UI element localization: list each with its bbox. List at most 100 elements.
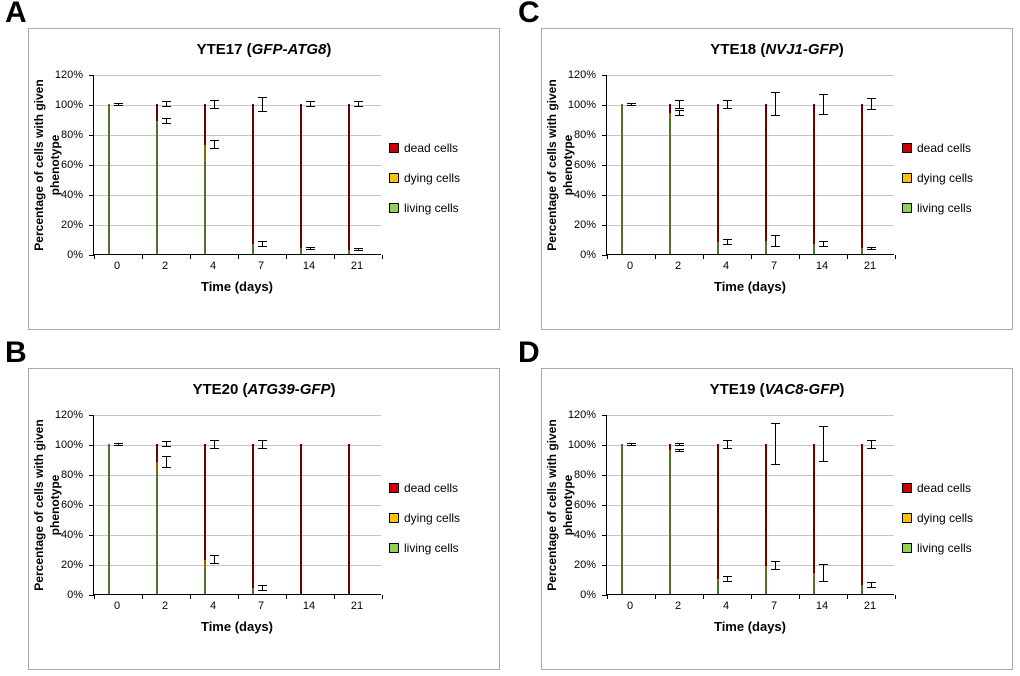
legend-item-dying-cells: dying cells <box>902 511 1012 525</box>
bar-segment-dying <box>861 247 863 250</box>
bar-segment-dead <box>765 444 767 566</box>
bar-segment-living <box>252 589 254 594</box>
y-tick-mark <box>602 134 607 136</box>
x-tick-label: 7 <box>257 600 265 612</box>
y-tick-mark <box>89 104 94 106</box>
error-bar <box>722 99 732 109</box>
plot-area <box>602 414 896 599</box>
error-bar <box>818 93 828 115</box>
x-tick-label: 4 <box>209 600 217 612</box>
y-tick-label: 120% <box>567 69 596 81</box>
y-tick-mark <box>89 74 94 76</box>
legend-swatch-dying-icon <box>902 173 912 183</box>
gridline <box>607 74 894 76</box>
legend-swatch-dead-icon <box>902 483 912 493</box>
chart-title-strain: YTE17 ( <box>196 41 252 58</box>
legend-item-living-cells: living cells <box>389 541 499 555</box>
gridline <box>94 224 381 226</box>
x-tick-labels: 0 2 4 7 14 21 <box>93 600 381 614</box>
plot-area <box>602 74 896 259</box>
x-tick-mark <box>93 595 95 599</box>
x-tick-mark <box>894 595 896 599</box>
bar-segment-dying <box>348 249 350 251</box>
error-bar <box>209 140 219 149</box>
x-tick-mark <box>333 595 335 599</box>
error-bar <box>626 442 636 446</box>
error-bar <box>353 101 363 107</box>
x-tick-mark <box>141 595 143 599</box>
y-tick-label: 40% <box>573 189 596 201</box>
chart-title-gene: VAC8-GFP <box>764 381 840 398</box>
chart-title-strain: YTE20 ( <box>192 381 248 398</box>
legend-item-living-cells: living cells <box>902 541 1012 555</box>
bar-segment-dead <box>813 444 815 573</box>
error-bar <box>818 564 828 582</box>
y-tick-label: 100% <box>567 439 596 451</box>
y-tick-mark <box>602 224 607 226</box>
x-tick-labels: 0 2 4 7 14 21 <box>93 260 381 274</box>
error-bar <box>770 423 780 465</box>
legend-label-dying: dying cells <box>917 171 974 185</box>
bar-segment-living <box>669 451 671 594</box>
y-tick-label: 100% <box>54 439 83 451</box>
x-tick-label: 0 <box>113 260 121 272</box>
error-bar <box>305 101 315 107</box>
y-tick-mark <box>602 534 607 536</box>
gridline <box>607 134 894 136</box>
chart-container-d: YTE19 (VAC8-GFP) Percentage of cells wit… <box>541 368 1013 670</box>
x-tick-mark <box>237 255 239 259</box>
panel-c: C YTE18 (NVJ1-GFP) Percentage of cells w… <box>513 0 1018 336</box>
x-tick-label: 2 <box>161 260 169 272</box>
y-tick-label: 80% <box>573 129 596 141</box>
error-bar <box>626 102 636 106</box>
x-tick-label: 4 <box>722 260 730 272</box>
legend-label-dying: dying cells <box>917 511 974 525</box>
bar-segment-dead <box>765 104 767 241</box>
chart-title-strain: YTE18 ( <box>710 41 766 58</box>
gridline <box>607 224 894 226</box>
chart-title-strain: YTE19 ( <box>709 381 765 398</box>
y-tick-mark <box>89 444 94 446</box>
bar-segment-living <box>252 245 254 254</box>
bar-segment-dying <box>204 144 206 161</box>
gridline <box>94 74 381 76</box>
error-bar <box>722 439 732 449</box>
chart-title-suffix: ) <box>330 381 336 398</box>
y-tick-label: 20% <box>60 559 83 571</box>
y-tick-mark <box>602 444 607 446</box>
y-tick-mark <box>89 164 94 166</box>
bar-segment-living <box>108 444 110 594</box>
error-bar <box>161 101 171 107</box>
x-tick-mark <box>846 255 848 259</box>
x-tick-mark <box>333 255 335 259</box>
error-bar <box>722 239 732 245</box>
bar-segment-dead <box>252 104 254 244</box>
error-bar <box>866 98 876 110</box>
x-tick-label: 21 <box>863 260 877 272</box>
x-tick-mark <box>654 595 656 599</box>
y-tick-label: 40% <box>60 189 83 201</box>
error-bar <box>113 442 123 446</box>
error-bar <box>722 576 732 582</box>
error-bar <box>674 110 684 116</box>
legend-label-dead: dead cells <box>404 481 459 495</box>
bar-segment-dying <box>156 120 158 124</box>
error-bar <box>161 456 171 468</box>
bar-segment-dead <box>156 444 158 462</box>
legend-item-dying-cells: dying cells <box>902 171 1012 185</box>
gridline <box>607 104 894 106</box>
y-tick-mark <box>602 474 607 476</box>
gridline <box>607 504 894 506</box>
bar-segment-dying <box>765 240 767 242</box>
plot-area <box>89 74 383 259</box>
bar-segment-dead <box>669 444 671 450</box>
y-tick-label: 60% <box>60 499 83 511</box>
gridline <box>94 134 381 136</box>
legend-item-dead-cells: dead cells <box>389 481 499 495</box>
bar-segment-dying <box>765 565 767 572</box>
y-tick-label: 20% <box>60 219 83 231</box>
x-tick-label: 14 <box>302 600 316 612</box>
y-tick-labels: 0% 20% 40% 60% 80% 100% 120% <box>542 409 600 601</box>
error-bar <box>818 426 828 462</box>
legend: dead cells dying cells living cells <box>389 141 499 215</box>
